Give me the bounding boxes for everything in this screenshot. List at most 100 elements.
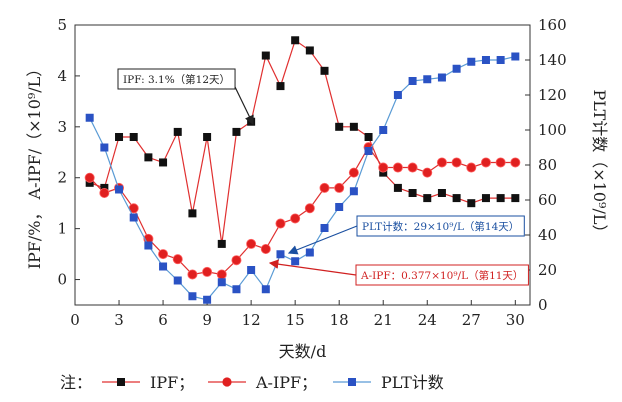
y-right-tick-label: 60 — [538, 191, 557, 209]
x-tick-label: 21 — [374, 311, 393, 329]
axes: 0 3 6 9 12 15 18 21 24 27 300123450204060801001201… — [25, 16, 609, 361]
data-point — [320, 66, 329, 75]
data-point — [291, 36, 300, 45]
data-point — [260, 243, 271, 254]
data-point — [348, 167, 359, 178]
data-point — [349, 122, 358, 131]
series-line-1 — [89, 146, 516, 276]
data-point — [231, 255, 242, 266]
annotation-box — [117, 68, 236, 90]
x-tick-label: 6 — [158, 311, 168, 329]
x-tick-label: 3 — [114, 311, 124, 329]
legend-marker-0 — [117, 378, 125, 386]
data-point — [510, 157, 521, 168]
y-left-axis-title: IPF/%， A-IPF/（×10⁹/L） — [25, 61, 44, 270]
x-axis-title: 天数/d — [279, 342, 327, 361]
data-point — [408, 189, 417, 197]
data-point — [100, 143, 109, 152]
data-point — [393, 91, 402, 99]
data-point — [173, 127, 182, 136]
y-right-tick-label: 0 — [538, 296, 548, 314]
data-point — [407, 162, 418, 173]
x-tick-label: 15 — [286, 311, 305, 329]
data-point — [511, 52, 520, 61]
data-point — [480, 157, 491, 168]
data-point — [467, 199, 476, 208]
legend-label-2: PLT计数 — [381, 373, 444, 392]
y-right-tick-label: 140 — [538, 51, 567, 69]
data-point — [84, 172, 95, 183]
data-point — [188, 209, 197, 218]
data-point — [496, 56, 505, 64]
data-point — [232, 285, 241, 294]
data-point — [466, 162, 477, 173]
data-point — [392, 162, 403, 173]
y-right-tick-label: 100 — [538, 121, 567, 139]
y-left-tick-label: 3 — [57, 118, 67, 136]
annotation-layer: IPF: 3.1%（第12天） PLT计数：29×10⁹/L（第14天） A-IPF… — [117, 68, 529, 286]
annotation-1: PLT计数：29×10⁹/L（第14天） — [287, 215, 525, 255]
data-point — [305, 248, 314, 257]
annotation-arrow — [234, 86, 254, 126]
data-point — [261, 285, 270, 294]
data-point — [144, 241, 153, 250]
data-point — [304, 203, 315, 214]
data-point — [187, 269, 198, 280]
legend: 注： IPF； A-IPF； PLT计数 — [60, 373, 444, 392]
annotation-label: A-IPF：0.377×10⁹/L（第11天） — [360, 269, 523, 282]
y-right-tick-label: 40 — [538, 226, 557, 244]
data-point — [275, 218, 286, 229]
data-point — [129, 213, 138, 222]
data-point — [85, 178, 94, 187]
data-point — [335, 122, 344, 131]
y-left-tick-label: 5 — [57, 16, 67, 34]
data-point — [202, 266, 213, 277]
annotation-arrow — [268, 259, 357, 276]
annotation-label: PLT计数：29×10⁹/L（第14天） — [362, 220, 519, 233]
data-point — [481, 194, 490, 203]
data-point — [422, 167, 433, 178]
data-point — [349, 187, 358, 196]
y-left-tick-label: 1 — [57, 220, 67, 238]
data-point — [144, 153, 153, 162]
data-point — [423, 194, 432, 203]
data-point — [437, 73, 446, 82]
data-point — [452, 64, 461, 73]
data-point — [99, 187, 110, 198]
data-point — [379, 168, 388, 177]
data-point — [495, 157, 506, 168]
data-point — [115, 133, 124, 141]
y-right-axis-title: PLT计数（×10⁹/L） — [590, 90, 609, 241]
data-point — [188, 292, 197, 301]
data-point — [364, 133, 373, 141]
data-point — [378, 162, 389, 173]
data-point — [334, 182, 345, 193]
data-point — [203, 133, 212, 141]
data-point — [379, 126, 388, 134]
data-point — [216, 269, 227, 280]
data-point — [85, 113, 94, 122]
legend-marker-2 — [348, 378, 356, 386]
data-point — [129, 133, 138, 141]
data-point — [276, 82, 285, 91]
annotation-arrow — [287, 225, 358, 255]
y-left-tick-label: 0 — [57, 271, 67, 289]
data-point — [276, 250, 285, 259]
series-line-2 — [89, 55, 516, 301]
x-tick-label: 30 — [506, 311, 525, 329]
data-point — [291, 257, 300, 266]
data-point — [423, 75, 432, 84]
annotation-0: IPF: 3.1%（第12天） — [117, 68, 254, 126]
legend-prefix: 注： — [60, 373, 92, 392]
data-point — [261, 51, 270, 60]
data-point — [320, 224, 329, 232]
data-point — [100, 183, 109, 192]
data-point — [246, 238, 257, 249]
data-point — [203, 295, 212, 304]
data-point — [437, 189, 446, 197]
data-point — [335, 203, 344, 211]
x-tick-label: 27 — [462, 311, 481, 329]
y-left-tick-label: 2 — [57, 169, 67, 187]
data-point — [159, 158, 168, 167]
data-point — [496, 194, 505, 203]
